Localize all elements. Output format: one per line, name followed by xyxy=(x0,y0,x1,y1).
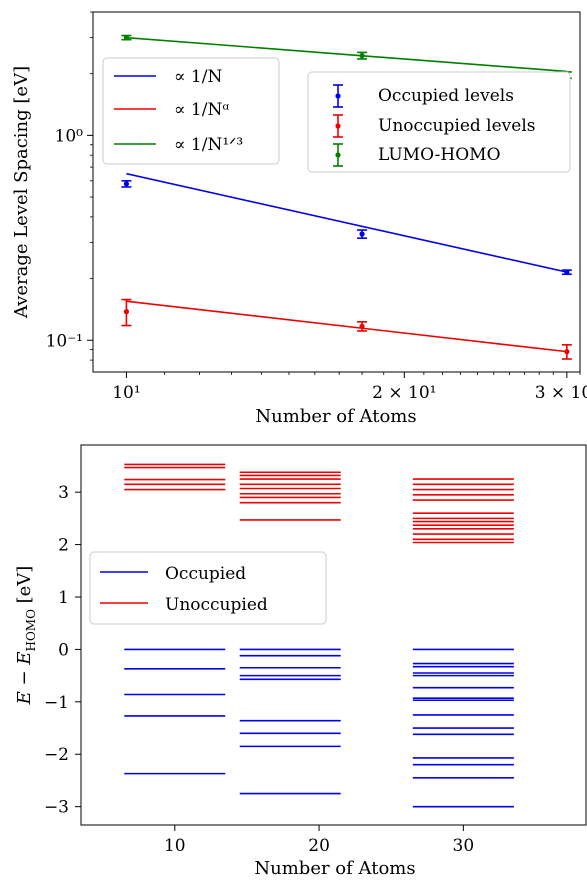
legend-unoccupied-label: Unoccupied xyxy=(165,595,268,615)
legend-levels-box xyxy=(89,551,327,625)
energy-levels-chart: 10 20 30 −3 −2 −1 0 1 2 3 Number of Atoms E − EH… xyxy=(14,444,587,879)
x-tick-label-3: 30 xyxy=(453,836,475,856)
point-2-1 xyxy=(121,298,132,327)
top-plot-frame xyxy=(92,11,581,373)
legend-series-box xyxy=(307,71,571,173)
level-spacing-chart: 10¹ 2 × 10¹ 3 × 10¹ 10⁻¹ 10⁰ Number of Atom… xyxy=(11,11,587,427)
legend-series-2-label: Unoccupied levels xyxy=(378,116,536,136)
legend-series-2-marker xyxy=(333,114,343,138)
x-ticks: 10¹ 2 × 10¹ 3 × 10¹ xyxy=(112,372,587,403)
ylabel-unit: [eV] xyxy=(14,566,35,609)
point-3-2 xyxy=(357,51,368,60)
y-tick-label-7: 3 xyxy=(58,483,69,503)
top-y-axis-label: Average Level Spacing [eV] xyxy=(11,66,32,319)
point-1-1 xyxy=(121,180,132,188)
legend-series-1-marker xyxy=(333,84,343,108)
fit-lines xyxy=(126,36,568,353)
legend-series-3-marker xyxy=(333,143,343,167)
top-x-axis-label: Number of Atoms xyxy=(255,406,416,427)
energy-levels xyxy=(124,463,514,808)
legend-fits-box xyxy=(102,57,280,165)
legend-series: Occupied levels Unoccupied levels LUMO-H… xyxy=(307,71,571,173)
fit-line-3 xyxy=(126,36,567,73)
fit-line-1 xyxy=(126,172,568,273)
point-3-1 xyxy=(121,34,132,41)
x-tick-label-2: 20 xyxy=(308,836,330,856)
fit-line-2 xyxy=(126,300,567,353)
bottom-x-axis-label: Number of Atoms xyxy=(254,858,415,879)
point-2-2 xyxy=(357,321,368,332)
y-tick-label-3: −1 xyxy=(44,693,69,713)
legend-fit-2-label: ∝ 1/Nᵅ xyxy=(174,100,229,120)
legend-levels: Occupied Unoccupied xyxy=(89,551,327,625)
y-tick-label-1: −3 xyxy=(44,798,69,818)
y-tick-label-5: 1 xyxy=(58,588,69,608)
x-ticks: 10 20 30 xyxy=(164,825,474,856)
point-1-2 xyxy=(357,229,368,239)
bottom-y-axis-label: E − EHOMO [eV] xyxy=(14,566,38,706)
data-points xyxy=(121,34,572,360)
legend-series-3-label: LUMO-HOMO xyxy=(378,145,501,165)
y-ticks: −3 −2 −1 0 1 2 3 xyxy=(44,483,81,818)
legend-fit-3-label: ∝ 1/N¹ᐟ³ xyxy=(174,135,243,155)
y-tick-label-2: 10⁰ xyxy=(55,126,84,146)
y-tick-label-2: −2 xyxy=(44,745,69,765)
y-tick-label-4: 0 xyxy=(58,640,69,660)
ylabel-sub: HOMO xyxy=(24,609,38,652)
y-tick-label-6: 2 xyxy=(58,536,69,556)
ylabel-main: E − E xyxy=(14,652,35,706)
legend-occupied-label: Occupied xyxy=(165,564,246,584)
y-tick-label-1: 10⁻¹ xyxy=(46,331,83,351)
bottom-plot-frame xyxy=(80,444,587,826)
point-1-3 xyxy=(561,269,572,276)
point-2-3 xyxy=(561,344,572,360)
x-tick-label-1: 10¹ xyxy=(112,383,140,403)
x-tick-label-1: 10 xyxy=(164,836,186,856)
y-ticks: 10⁻¹ 10⁰ xyxy=(46,11,93,361)
legend-fits: ∝ 1/N ∝ 1/Nᵅ ∝ 1/N¹ᐟ³ xyxy=(102,57,280,165)
x-tick-label-2: 2 × 10¹ xyxy=(372,383,436,403)
x-tick-label-3: 3 × 10¹ xyxy=(535,383,587,403)
legend-fit-1-label: ∝ 1/N xyxy=(174,67,222,87)
legend-series-1-label: Occupied levels xyxy=(378,86,514,106)
